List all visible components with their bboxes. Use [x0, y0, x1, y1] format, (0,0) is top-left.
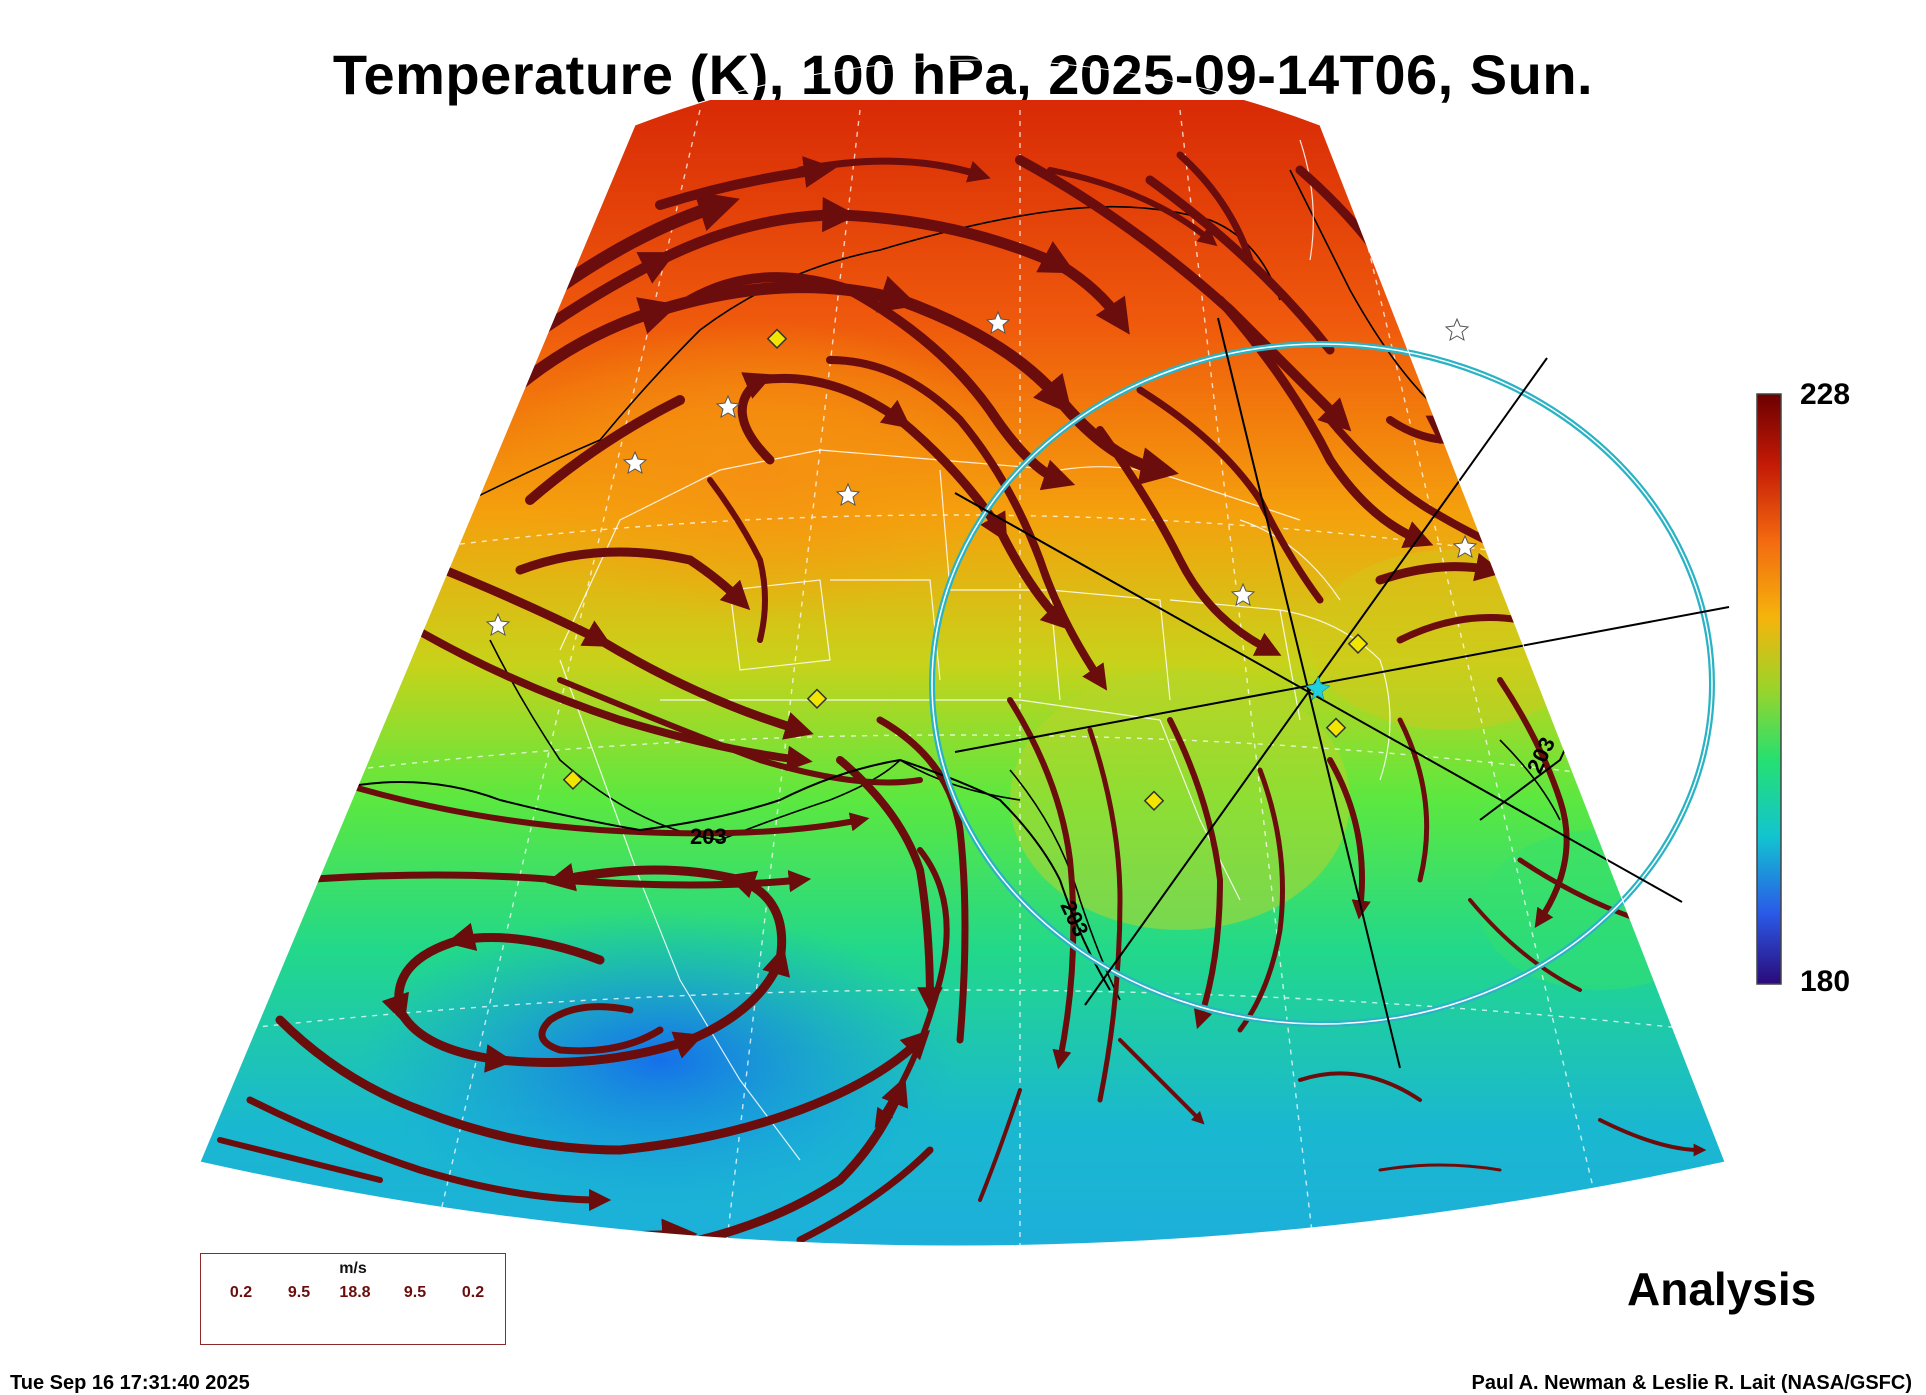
- product-label: Analysis: [1627, 1263, 1817, 1315]
- star-icon: [985, 310, 1011, 335]
- legend-value: 9.5: [287, 1284, 311, 1301]
- star-markers: [485, 310, 1478, 637]
- diamond-icon: [1325, 717, 1347, 738]
- colorbar-min-label: 180: [1800, 965, 1851, 998]
- diamond-markers: [562, 328, 1369, 811]
- star-icon: [622, 450, 648, 475]
- legend-value: 18.8: [339, 1284, 371, 1301]
- sun-center-icon: [1305, 675, 1331, 701]
- legend-value: 0.2: [229, 1284, 253, 1301]
- diamond-icon: [1347, 633, 1369, 654]
- legend-value: 9.5: [403, 1284, 427, 1301]
- contour-label: 203: [690, 824, 727, 849]
- timestamp: Tue Sep 16 17:31:40 2025: [10, 1372, 250, 1394]
- star-icon: [485, 612, 511, 637]
- temperature-field: [200, 100, 1725, 1246]
- map-title: Temperature (K), 100 hPa, 2025-09-14T06,…: [332, 43, 1594, 106]
- star-icon: [835, 482, 861, 507]
- colorbar: [1756, 393, 1782, 985]
- wind-streamlines: [217, 151, 1725, 1246]
- legend-unit: m/s: [339, 1260, 367, 1277]
- sun-position-overlay: [929, 317, 1730, 1069]
- diamond-icon: [766, 328, 788, 349]
- colorbar-max-label: 228: [1800, 378, 1851, 411]
- star-icon: [1230, 582, 1256, 607]
- diamond-icon: [806, 688, 828, 709]
- map-frame: [199, 59, 1726, 1247]
- star-icon: [1444, 317, 1470, 342]
- legend-value: 0.2: [461, 1284, 485, 1301]
- star-icon: [1452, 534, 1478, 559]
- credit: Paul A. Newman & Leslie R. Lait (NASA/GS…: [1471, 1372, 1912, 1394]
- diamond-icon: [562, 769, 584, 790]
- diamond-icon: [1143, 790, 1165, 811]
- wind-speed-legend: m/s 0.2 9.5 18.8 9.5 0.2: [200, 1253, 506, 1345]
- star-icon: [715, 394, 741, 419]
